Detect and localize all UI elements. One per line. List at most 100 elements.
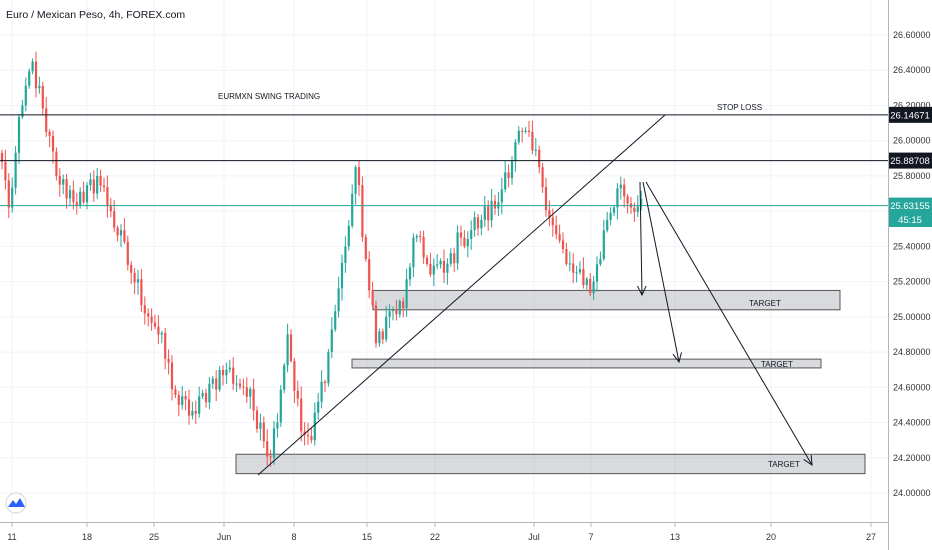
candle-body <box>371 290 374 306</box>
arrow-target-2-head <box>672 352 682 364</box>
candle-body <box>476 217 480 229</box>
candle-body <box>286 334 289 366</box>
candle-body <box>4 161 7 181</box>
candle-body <box>616 188 619 208</box>
candle-body <box>510 161 514 179</box>
candle-body <box>276 422 279 429</box>
candle-body <box>575 272 578 274</box>
candle-body <box>157 326 160 335</box>
price-tag-box <box>889 106 932 123</box>
candle-body <box>89 179 92 186</box>
candle-body <box>619 184 622 189</box>
candle-body <box>507 172 510 179</box>
x-tick-label: 7 <box>588 532 593 542</box>
candle-body <box>126 241 129 265</box>
y-tick-label: 26.40000 <box>893 65 931 75</box>
stop-loss-label: STOP LOSS <box>717 103 762 112</box>
x-tick-label: 27 <box>866 532 876 542</box>
target-zones <box>235 289 866 475</box>
candle-body <box>255 410 259 429</box>
candle-body <box>181 396 184 405</box>
arrow-target-1 <box>639 181 643 296</box>
candle-body <box>293 360 296 391</box>
candle-body <box>34 61 38 89</box>
candle-body <box>527 130 531 132</box>
candle-body <box>45 108 48 132</box>
candle-body <box>561 240 565 250</box>
candle-body <box>402 301 405 309</box>
y-tick-label: 25.00000 <box>893 312 931 322</box>
chart-title: Euro / Mexican Peso, 4h, FOREX.com <box>6 9 185 21</box>
candle-body <box>221 369 225 376</box>
candle-body <box>24 85 27 106</box>
candle-body <box>623 184 626 197</box>
target-label-2: TARGET <box>761 360 793 369</box>
candle-body <box>85 185 89 203</box>
candle-body <box>351 193 354 226</box>
candle-body <box>242 386 245 388</box>
candle-body <box>599 258 602 265</box>
candle-body <box>374 305 378 344</box>
candle-body <box>174 389 177 395</box>
candle-body <box>480 219 483 229</box>
candle-body <box>578 269 582 273</box>
candle-body <box>283 365 286 390</box>
candle-body <box>364 237 367 260</box>
candle-body <box>493 200 497 209</box>
y-tick-label: 24.40000 <box>893 418 931 428</box>
candle-body <box>391 309 395 312</box>
candle-body <box>51 135 55 152</box>
candle-body <box>136 279 140 283</box>
candle-body <box>585 278 588 286</box>
y-tick-label: 24.60000 <box>893 382 931 392</box>
candle-body <box>68 190 72 199</box>
candle-body <box>568 263 571 265</box>
candle-body <box>500 189 503 203</box>
candle-body <box>48 131 51 136</box>
candle-body <box>65 178 68 199</box>
candle-body <box>415 235 418 238</box>
candle-body <box>408 267 412 280</box>
candle-body <box>232 367 235 384</box>
candle-body <box>208 383 211 403</box>
candle-body <box>130 264 133 273</box>
candle-body <box>470 230 473 239</box>
candle-body <box>92 179 95 194</box>
candle-body <box>289 334 293 361</box>
candle-body <box>612 207 616 213</box>
candle-body <box>177 394 180 405</box>
candle-body <box>558 234 561 241</box>
candle-body <box>490 200 493 221</box>
candle-body <box>310 436 313 441</box>
candle-body <box>116 227 119 236</box>
x-tick-label: Jul <box>528 532 540 542</box>
price-axis[interactable]: 24.00000 24.20000 24.40000 24.60000 24.80000… <box>893 30 931 498</box>
candle-body <box>524 130 527 132</box>
candle-body <box>592 281 595 294</box>
y-tick-label: 25.40000 <box>893 241 931 251</box>
arrow-target-3 <box>645 181 813 466</box>
candle-body <box>531 131 534 151</box>
arrow-target-1-head <box>637 285 647 297</box>
target-label-1: TARGET <box>749 299 781 308</box>
candle-body <box>385 316 388 340</box>
candle-body <box>429 264 432 275</box>
candle-body <box>317 401 320 413</box>
horizontal-levels <box>0 114 888 207</box>
x-tick-label: 25 <box>149 532 159 542</box>
candle-body <box>147 313 150 317</box>
candle-body <box>198 396 201 414</box>
tradingview-logo-icon[interactable] <box>5 492 27 514</box>
candle-body <box>167 358 170 363</box>
price-tag-label: 25.63155 <box>890 201 930 212</box>
candle-body <box>133 272 136 283</box>
candle-body <box>439 260 442 265</box>
candle-body <box>538 149 541 168</box>
time-axis[interactable]: 11 18 25 Jun 8 15 22 Jul 7 13 20 27 <box>7 523 876 542</box>
candle-body <box>21 105 24 118</box>
candle-body <box>337 288 340 312</box>
y-tick-label: 24.20000 <box>893 453 931 463</box>
candle-body <box>449 253 452 264</box>
candle-body <box>123 230 126 242</box>
